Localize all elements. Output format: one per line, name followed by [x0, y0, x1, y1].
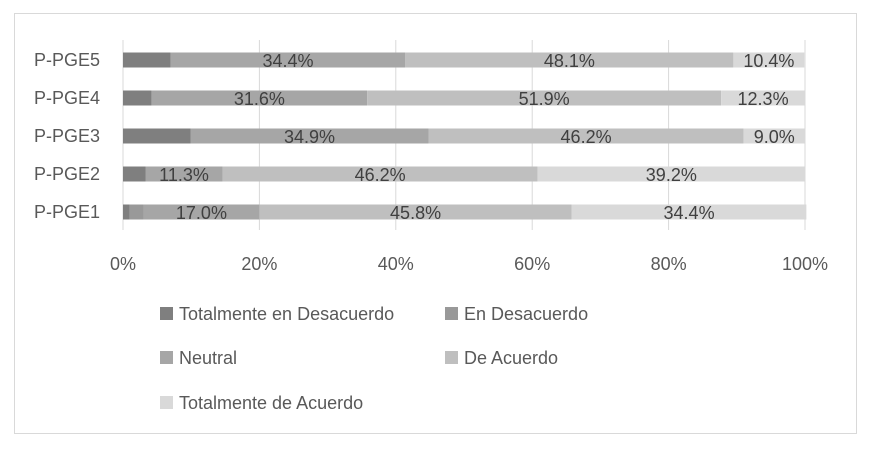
- data-label: 34.4%: [263, 51, 314, 71]
- legend-label: Totalmente en Desacuerdo: [179, 304, 394, 324]
- category-label: P-PGE1: [34, 202, 100, 222]
- data-label: 34.4%: [664, 203, 715, 223]
- bar-segment: [428, 128, 744, 144]
- bar-segment: [143, 204, 260, 220]
- category-label: P-PGE5: [34, 50, 100, 70]
- x-tick-label: 40%: [378, 254, 414, 274]
- data-label: 12.3%: [738, 89, 789, 109]
- x-tick-label: 0%: [110, 254, 136, 274]
- legend-swatch: [445, 307, 458, 320]
- category-label: P-PGE4: [34, 88, 100, 108]
- bar-segment: [190, 128, 429, 144]
- legend-swatch: [160, 307, 173, 320]
- bar-segment: [123, 128, 191, 144]
- data-label: 11.3%: [159, 165, 209, 185]
- bar-segment: [571, 204, 807, 220]
- bar-segment: [151, 90, 368, 106]
- data-label: 51.9%: [519, 89, 570, 109]
- bar-segment: [145, 166, 223, 182]
- bar-segment: [259, 204, 572, 220]
- bar-segment: [405, 52, 734, 68]
- data-label: 9.0%: [754, 127, 795, 147]
- bar-segment: [222, 166, 538, 182]
- x-tick-label: 60%: [514, 254, 550, 274]
- bar-segment: [123, 90, 152, 106]
- data-label: 17.0%: [176, 203, 227, 223]
- x-tick-label: 80%: [651, 254, 687, 274]
- bar-segment: [123, 52, 171, 68]
- legend-label: Neutral: [179, 348, 237, 368]
- bar-segment: [733, 52, 805, 68]
- data-label: 48.1%: [544, 51, 595, 71]
- chart-frame: [14, 13, 857, 434]
- x-tick-label: 20%: [241, 254, 277, 274]
- bar-segment: [537, 166, 805, 182]
- legend-label: En Desacuerdo: [464, 304, 588, 324]
- bar-segment: [367, 90, 722, 106]
- bar-segment: [129, 204, 144, 220]
- legend-swatch: [160, 396, 173, 409]
- data-label: 46.2%: [355, 165, 406, 185]
- legend-swatch: [160, 351, 173, 364]
- data-label: 31.6%: [234, 89, 285, 109]
- category-label: P-PGE3: [34, 126, 100, 146]
- data-label: 39.2%: [646, 165, 697, 185]
- bar-segment: [123, 166, 146, 182]
- legend-label: De Acuerdo: [464, 348, 558, 368]
- data-label: 34.9%: [284, 127, 335, 147]
- legend-label: Totalmente de Acuerdo: [179, 393, 363, 413]
- data-label: 46.2%: [561, 127, 612, 147]
- bar-segment: [123, 204, 130, 220]
- category-label: P-PGE2: [34, 164, 100, 184]
- bar-segment: [743, 128, 805, 144]
- bar-segment: [721, 90, 805, 106]
- data-label: 45.8%: [390, 203, 441, 223]
- legend-swatch: [445, 351, 458, 364]
- bar-segment: [170, 52, 406, 68]
- data-label: 10.4%: [743, 51, 794, 71]
- x-tick-label: 100%: [782, 254, 828, 274]
